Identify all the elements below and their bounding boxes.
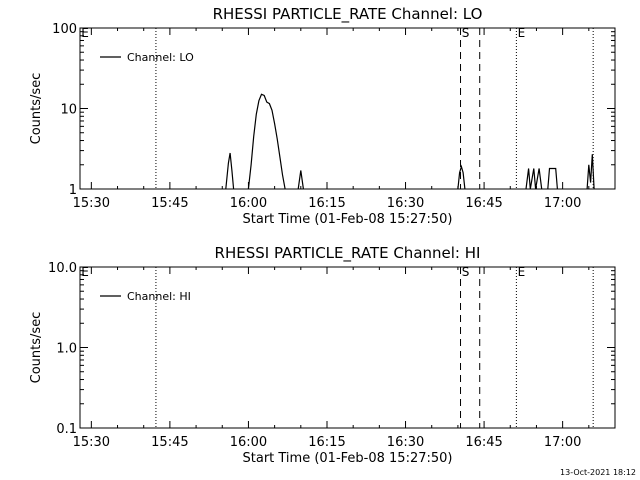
y-tick-label: 100 [52, 22, 77, 37]
event-marker-label: E [81, 265, 89, 279]
x-tick-label: 17:00 [544, 196, 581, 211]
y-tick-label: 0.1 [56, 422, 77, 437]
x-tick-label: 15:30 [73, 435, 110, 450]
y-tick-label: 1.0 [56, 342, 77, 357]
chart-title: RHESSI PARTICLE_RATE Channel: HI [215, 244, 481, 263]
x-tick-label: 16:00 [230, 435, 267, 450]
y-axis-label: Counts/sec [29, 312, 44, 384]
x-tick-label: 16:45 [465, 435, 502, 450]
x-tick-label: 15:30 [73, 196, 110, 211]
y-tick-label: 1 [69, 183, 77, 198]
x-axis-label: Start Time (01-Feb-08 15:27:50) [243, 451, 453, 466]
x-tick-label: 17:00 [544, 435, 581, 450]
series-line-segment [225, 152, 235, 190]
y-axis-label: Counts/sec [29, 73, 44, 145]
x-tick-label: 16:30 [387, 435, 424, 450]
event-marker-label: E [518, 265, 526, 279]
series-line-segment [547, 167, 558, 190]
x-tick-label: 16:15 [308, 196, 345, 211]
y-tick-label: 10 [60, 103, 77, 118]
x-tick-label: 16:30 [387, 196, 424, 211]
x-tick-label: 15:45 [151, 435, 188, 450]
series-line-segment [586, 154, 595, 190]
event-marker-label: S [462, 26, 470, 40]
x-tick-label: 15:45 [151, 196, 188, 211]
y-tick-label: 10.0 [48, 261, 77, 276]
event-marker-label: E [518, 26, 526, 40]
series-line-segment [525, 168, 543, 190]
footer-timestamp: 13-Oct-2021 18:12 [560, 468, 636, 477]
event-marker-label: S [462, 265, 470, 279]
x-tick-label: 16:15 [308, 435, 345, 450]
event-marker-label: E [81, 26, 89, 40]
series-line-segment [297, 170, 304, 190]
series-line-segment [457, 164, 466, 190]
legend-entry: Channel: LO [127, 51, 194, 64]
x-tick-label: 16:45 [465, 196, 502, 211]
x-tick-label: 16:00 [230, 196, 267, 211]
series-line-segment [247, 93, 286, 190]
legend-entry: Channel: HI [127, 290, 191, 303]
x-axis-label: Start Time (01-Feb-08 15:27:50) [243, 212, 453, 227]
chart-title: RHESSI PARTICLE_RATE Channel: LO [213, 5, 483, 24]
